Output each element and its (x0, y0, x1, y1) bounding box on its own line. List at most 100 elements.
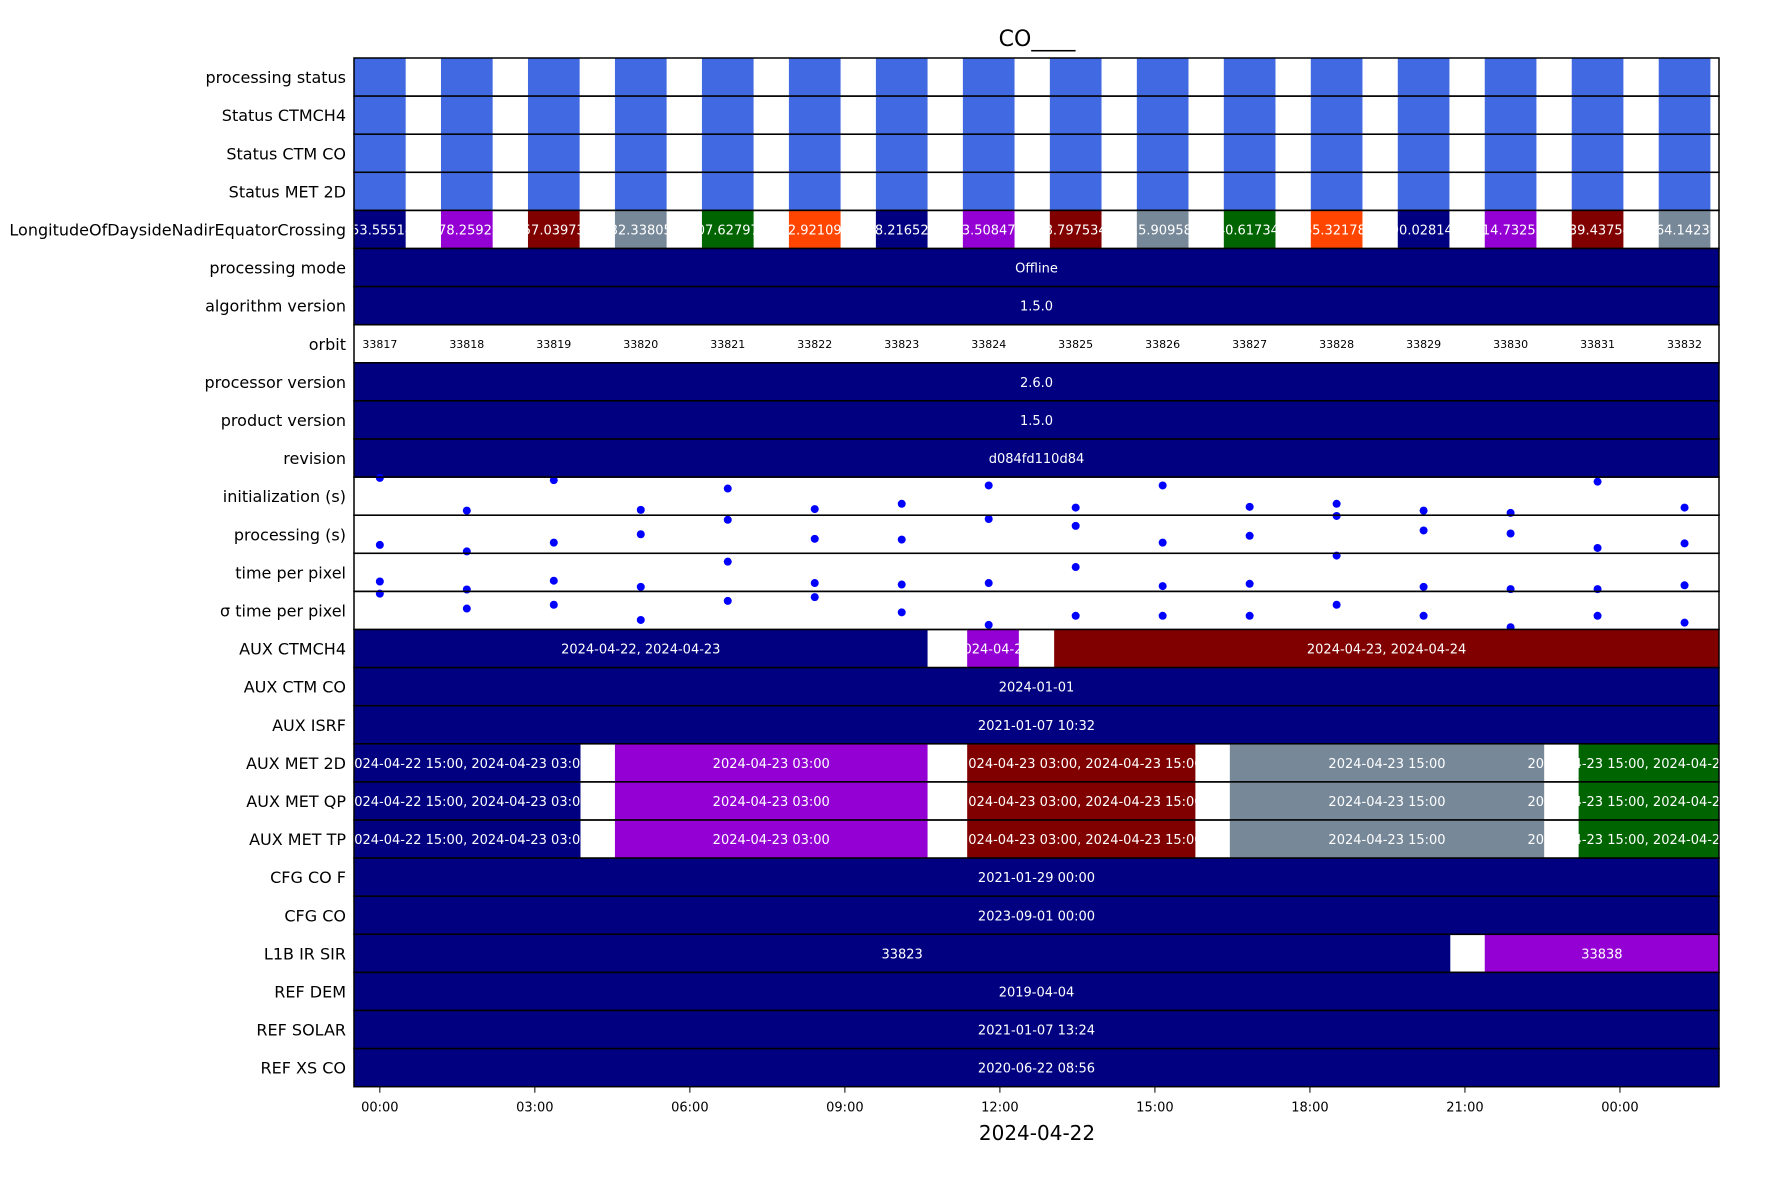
orbit-bar (1658, 58, 1711, 97)
orbit-bar (527, 58, 580, 97)
row-label: algorithm version (205, 297, 346, 316)
segment-label: 2024-04-23 15:00, 2024-04-24 03:00 (1528, 833, 1771, 848)
data-point (1158, 611, 1167, 620)
segment-bar (354, 858, 1719, 897)
bar-label: 33.508474 (954, 223, 1024, 238)
segment-label: 1.5.0 (1020, 414, 1053, 429)
segment-label: d084fd110d84 (989, 452, 1085, 467)
data-point (549, 600, 558, 609)
row-label: processing status (206, 68, 346, 87)
data-point (1245, 531, 1254, 540)
data-point (810, 593, 819, 602)
orbit-bar (1310, 96, 1363, 135)
orbit-bar (1223, 134, 1276, 173)
bar-label: 58.216527 (867, 223, 937, 238)
chart-row: time per pixel (235, 551, 1720, 594)
data-point (1593, 477, 1602, 486)
chart-row: AUX ISRF 2021-01-07 10:32 (272, 704, 1720, 745)
chart-row: algorithm version 1.5.0 (205, 285, 1720, 326)
row-label: REF DEM (274, 982, 346, 1001)
segment-label: 1.5.0 (1020, 300, 1053, 315)
bar-label: -114.732595 (1469, 223, 1552, 238)
orbit-bar (788, 134, 841, 173)
chart-row: AUX MET 2D 2024-04-22 15:00, 2024-04-23 0… (246, 743, 1770, 783)
segment-bar (354, 286, 1719, 325)
bar-label: -90.028144 (1386, 223, 1461, 238)
orbit-number: 33820 (623, 338, 658, 351)
segment-bar (354, 743, 581, 782)
segment-bar (354, 1010, 1719, 1049)
segment-label: 2024-04-23 03:00, 2024-04-23 15:00 (960, 795, 1203, 810)
orbit-bar (788, 96, 841, 135)
data-point (984, 620, 993, 629)
orbit-bar (1049, 134, 1102, 173)
orbit-bar (1571, 96, 1624, 135)
orbit-bar (614, 210, 667, 249)
row-frame (353, 476, 1720, 516)
row-label: AUX ISRF (272, 716, 346, 735)
chart-row: AUX MET QP 2024-04-22 15:00, 2024-04-23 0… (246, 781, 1770, 821)
orbit-bar (701, 210, 754, 249)
x-tick-label: 15:00 (1136, 1101, 1173, 1116)
orbit-bar (1136, 58, 1189, 97)
orbit-bar (1310, 210, 1363, 249)
orbit-bar (1571, 58, 1624, 97)
segment-bar (354, 1048, 1719, 1087)
data-point (1158, 538, 1167, 547)
orbit-bar (614, 58, 667, 97)
segment-bar (967, 629, 1019, 668)
segment-bar (614, 820, 928, 859)
data-point (723, 557, 732, 566)
x-axis-label: 2024-04-22 (979, 1121, 1095, 1145)
data-point (1332, 499, 1341, 508)
data-point (375, 473, 384, 482)
orbit-bar (1049, 96, 1102, 135)
orbit-bar (354, 134, 406, 173)
x-tick-label: 21:00 (1446, 1101, 1483, 1116)
orbit-bar (788, 210, 841, 249)
bar-label: 107.627972 (688, 223, 767, 238)
segment-label: 2024-04-23 (955, 643, 1031, 658)
orbit-bar (1571, 210, 1624, 249)
orbit-bar (962, 210, 1015, 249)
data-point (1245, 611, 1254, 620)
data-point (462, 604, 471, 613)
chart-title: CO____ (999, 27, 1077, 52)
data-point (1419, 611, 1428, 620)
orbit-bar (1310, 134, 1363, 173)
segment-bar (614, 781, 928, 820)
orbit-bar (1658, 134, 1711, 173)
orbit-bar (1049, 58, 1102, 97)
data-point (984, 579, 993, 588)
orbit-number: 33825 (1058, 338, 1093, 351)
bar-label: -139.437547 (1556, 223, 1639, 238)
orbit-number: 33822 (797, 338, 832, 351)
orbit-bar (1223, 58, 1276, 97)
data-point (723, 515, 732, 524)
chart-row: processor version 2.6.0 (204, 362, 1720, 402)
data-point (1419, 582, 1428, 591)
orbit-bar (527, 134, 580, 173)
x-tick-label: 06:00 (671, 1101, 708, 1116)
chart-row: processing (s) (234, 511, 1720, 556)
orbit-bar (1571, 134, 1624, 173)
segment-bar (354, 439, 1719, 478)
segment-label: 2021-01-29 00:00 (978, 871, 1095, 886)
segment-label: 33823 (881, 947, 922, 962)
row-label: AUX CTMCH4 (239, 640, 346, 659)
data-point (1680, 503, 1689, 512)
segment-bar (1229, 781, 1545, 820)
orbit-bar (1484, 134, 1537, 173)
data-point (1071, 611, 1080, 620)
data-point (549, 576, 558, 585)
row-label: REF XS CO (261, 1059, 346, 1078)
chart-row: product version 1.5.0 (221, 400, 1720, 440)
orbit-bar (875, 96, 928, 135)
row-label: Status MET 2D (229, 182, 346, 201)
orbit-bar (962, 172, 1015, 211)
data-point (636, 615, 645, 624)
segment-bar (354, 705, 1719, 744)
orbit-bar (962, 58, 1015, 97)
row-label: AUX CTM CO (244, 678, 346, 697)
orbit-bar (1484, 58, 1537, 97)
